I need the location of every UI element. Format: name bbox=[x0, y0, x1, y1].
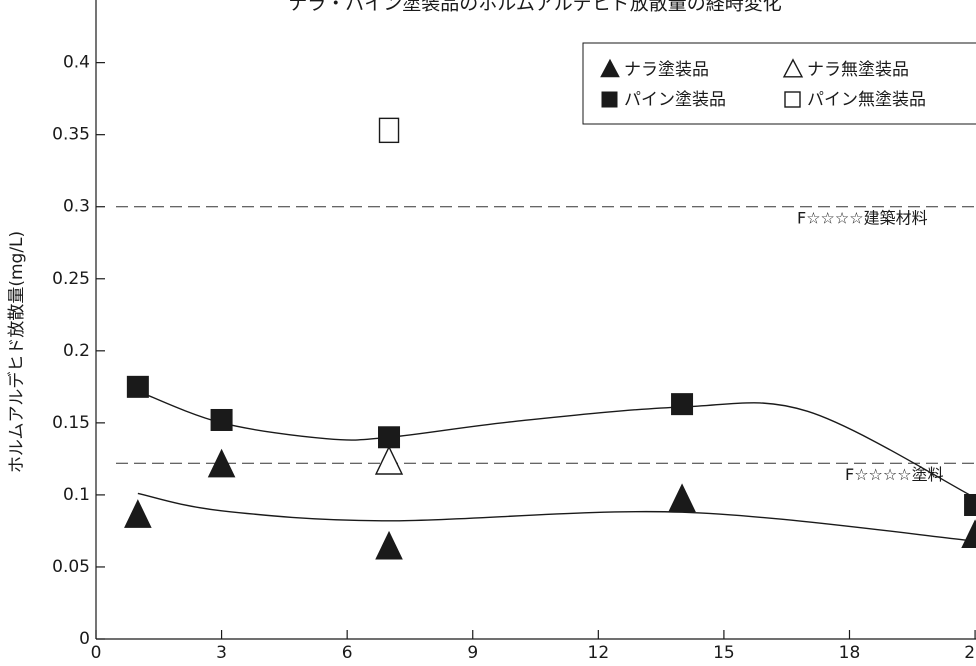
reference-line-label: F☆☆☆☆建築材料 bbox=[797, 209, 928, 228]
trend-line bbox=[137, 390, 976, 499]
y-tick-label: 0.15 bbox=[52, 413, 90, 433]
x-tick-label: 12 bbox=[588, 643, 610, 663]
legend-label: パイン無塗装品 bbox=[807, 89, 926, 110]
x-tick-label: 3 bbox=[216, 643, 227, 663]
data-point bbox=[210, 408, 233, 431]
y-tick-label: 0.35 bbox=[52, 125, 90, 145]
legend-marker bbox=[601, 91, 618, 108]
legend-label: パイン塗装品 bbox=[624, 89, 726, 110]
data-point bbox=[126, 375, 149, 398]
data-point bbox=[961, 519, 976, 548]
y-tick-label: 0 bbox=[79, 629, 90, 649]
data-point bbox=[668, 483, 696, 512]
data-point bbox=[207, 448, 236, 478]
y-tick-label: 0.05 bbox=[52, 557, 90, 577]
data-point bbox=[375, 530, 403, 560]
x-tick-label: 9 bbox=[467, 643, 478, 663]
legend-label: ナラ無塗装品 bbox=[807, 59, 909, 80]
legend-marker bbox=[782, 58, 804, 78]
data-point bbox=[378, 117, 400, 144]
x-tick-label: 0 bbox=[91, 643, 102, 663]
y-tick-label: 0.1 bbox=[63, 485, 90, 505]
legend-marker bbox=[600, 58, 620, 78]
trend-line bbox=[137, 492, 976, 542]
y-axis-label: ホルムアルデヒド放散量(mg/L) bbox=[6, 231, 27, 473]
reference-line-label: F☆☆☆☆塗料 bbox=[845, 465, 944, 484]
legend-marker bbox=[784, 91, 801, 108]
x-tick-label: 15 bbox=[713, 643, 735, 663]
chart-title: ナラ・パイン塗装品のホルムアルデヒド放散量の経時変化 bbox=[288, 0, 781, 15]
y-tick-label: 0.4 bbox=[63, 53, 90, 73]
data-point bbox=[671, 393, 694, 416]
data-point bbox=[378, 426, 401, 449]
x-tick-label: 18 bbox=[839, 643, 861, 663]
data-point bbox=[964, 493, 976, 516]
data-point bbox=[374, 445, 404, 475]
y-tick-label: 0.2 bbox=[63, 341, 90, 361]
y-tick-label: 0.3 bbox=[63, 197, 90, 217]
x-tick-label: 21 bbox=[964, 643, 976, 663]
data-point bbox=[124, 499, 152, 528]
x-tick-label: 6 bbox=[342, 643, 353, 663]
y-tick-label: 0.25 bbox=[52, 269, 90, 289]
legend-box bbox=[582, 42, 976, 125]
legend-label: ナラ塗装品 bbox=[624, 59, 709, 80]
